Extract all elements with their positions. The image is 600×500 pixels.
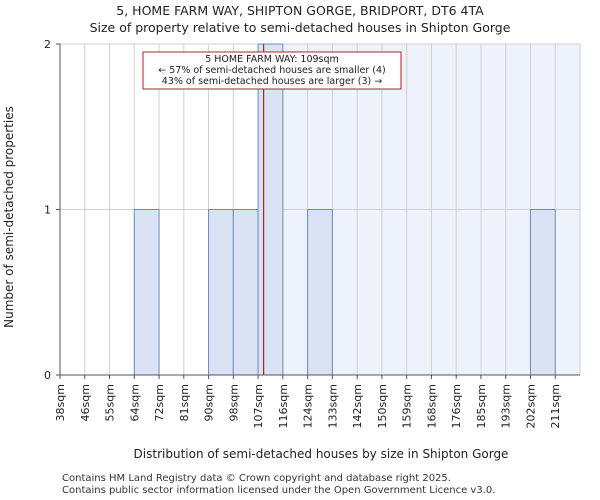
x-tick-label: 55sqm (104, 384, 117, 421)
x-tick-label: 150sqm (376, 384, 389, 428)
bar-90sqm (208, 209, 234, 376)
x-tick-label: 116sqm (277, 384, 290, 428)
bar-98sqm (232, 209, 259, 376)
y-tick-label: 1 (44, 204, 51, 217)
x-tick-label: 64sqm (128, 384, 141, 421)
annotation-line-2: ← 57% of semi-detached houses are smalle… (158, 65, 386, 76)
x-tick-label: 133sqm (326, 384, 339, 428)
x-tick-label: 72sqm (153, 384, 166, 421)
y-tick-label: 2 (44, 38, 51, 51)
y-tick-label: 0 (44, 369, 51, 382)
x-tick-label: 159sqm (401, 384, 414, 428)
x-tick-label: 124sqm (302, 384, 315, 428)
x-tick-label: 176sqm (450, 384, 463, 428)
bar-202sqm (529, 209, 556, 376)
x-tick-label: 90sqm (203, 384, 216, 421)
x-tick-label: 193sqm (500, 384, 513, 428)
x-tick-label: 168sqm (425, 384, 438, 428)
x-tick-label: 202sqm (524, 384, 537, 428)
x-tick-label: 211sqm (549, 384, 562, 428)
x-tick-label: 81sqm (178, 384, 191, 421)
y-axis-label: Number of semi-detached properties (2, 106, 16, 328)
annotation-line-3: 43% of semi-detached houses are larger (… (162, 76, 382, 87)
chart-title: 5, HOME FARM WAY, SHIPTON GORGE, BRIDPOR… (116, 3, 484, 18)
x-tick-label: 38sqm (54, 384, 67, 421)
annotation-line-1: 5 HOME FARM WAY: 109sqm (205, 54, 339, 65)
annotation-box (142, 51, 402, 90)
chart-subtitle: Size of property relative to semi-detach… (89, 20, 511, 35)
footer-line-2: Contains public sector information licen… (62, 485, 496, 496)
x-tick-label: 185sqm (475, 384, 488, 428)
bar-107sqm (257, 43, 284, 376)
x-axis-label: Distribution of semi-detached houses by … (134, 447, 509, 461)
x-tick-label: 142sqm (351, 384, 364, 428)
bar-124sqm (307, 209, 333, 376)
x-tick-label: 98sqm (227, 384, 240, 421)
x-tick-label: 107sqm (252, 384, 265, 428)
footer-line-1: Contains HM Land Registry data © Crown c… (62, 473, 451, 484)
x-tick-label: 46sqm (79, 384, 92, 421)
bar-64sqm (133, 209, 160, 376)
